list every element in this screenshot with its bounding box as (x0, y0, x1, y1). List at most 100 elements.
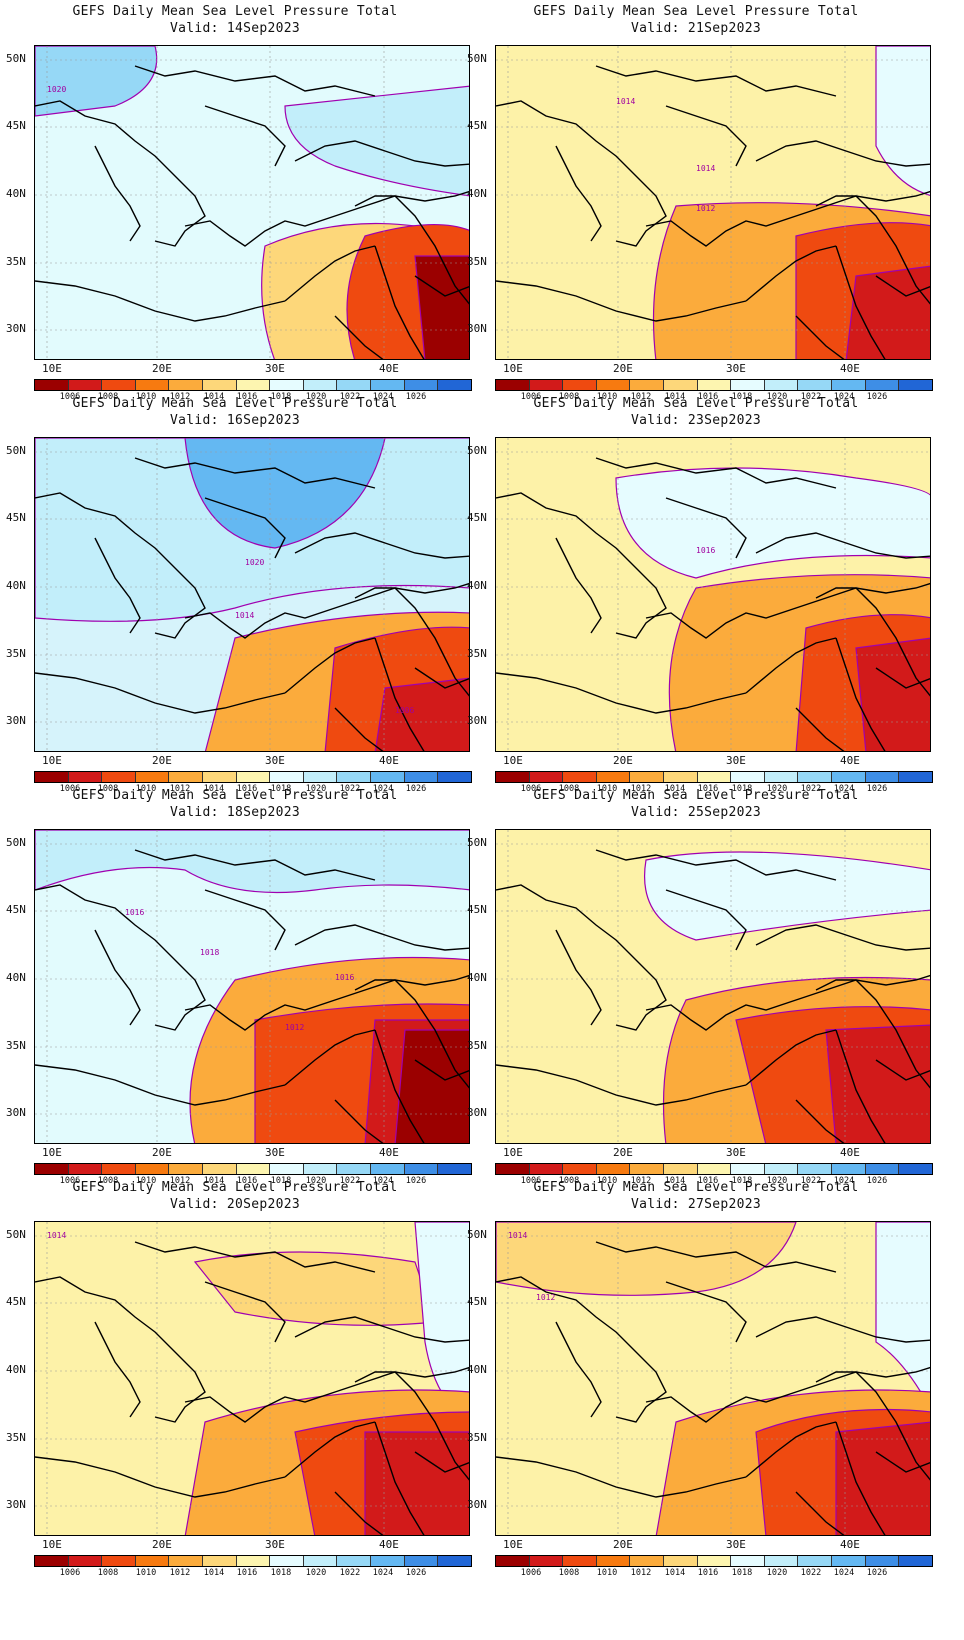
color-bar-swatch (697, 1164, 732, 1174)
pressure-map: 1014 1014 1012 (495, 45, 931, 360)
color-bar-swatch (169, 1164, 204, 1174)
contour-label: 1012 (285, 1023, 304, 1032)
latitude-label: 40N (6, 1363, 26, 1376)
color-bar-label: 1008 (97, 1176, 119, 1186)
panel-valid-date: Valid: 23Sep2023 (630, 413, 762, 428)
coastline (334, 1491, 384, 1535)
color-bar-label: 1020 (766, 1568, 788, 1578)
color-bar-swatch (303, 1164, 338, 1174)
panel-valid-date: Valid: 14Sep2023 (169, 21, 301, 36)
coastline (414, 275, 469, 297)
color-bar-label: 1014 (664, 392, 686, 402)
coastline (184, 974, 469, 1031)
coastline (496, 280, 747, 322)
coastline (835, 245, 886, 359)
latitude-label: 35N (6, 1039, 26, 1052)
color-bar-label: 1008 (558, 1568, 580, 1578)
pressure-map: 1016 (495, 437, 931, 752)
color-bar-swatch (35, 1556, 69, 1566)
panel-title: GEFS Daily Mean Sea Level Pressure Total (72, 788, 398, 803)
coastline (134, 1241, 376, 1273)
color-bar-swatch (337, 1556, 372, 1566)
color-bar-label: 1008 (97, 784, 119, 794)
longitude-label: 30E (265, 1538, 285, 1551)
color-bar-label: 1026 (405, 784, 427, 794)
longitude-label: 40E (840, 1538, 860, 1551)
panel-title: GEFS Daily Mean Sea Level Pressure Total (72, 396, 398, 411)
longitude-label: 30E (726, 1538, 746, 1551)
color-bar-swatch (438, 772, 471, 782)
longitude-label: 20E (613, 362, 633, 375)
coastline (555, 929, 602, 1026)
color-bar-label: 1016 (697, 784, 719, 794)
color-bar-swatch (664, 380, 698, 390)
coastline (795, 707, 845, 751)
coastline (204, 889, 286, 951)
color-bar-swatch (764, 1164, 799, 1174)
coastline (745, 245, 837, 302)
color-bar-label: 1020 (766, 392, 788, 402)
coastline (745, 1029, 837, 1086)
color-bar-swatch (35, 1164, 69, 1174)
color-bar-label: 1012 (630, 1568, 652, 1578)
latitude-label: 35N (467, 1431, 487, 1444)
latitude-label: 30N (467, 1106, 487, 1119)
color-bar-label: 1012 (169, 784, 191, 794)
color-bar-label: 1014 (203, 1568, 225, 1578)
color-bar-swatch (68, 1164, 103, 1174)
pressure-contour-region (184, 438, 386, 549)
color-bar-label: 1006 (520, 784, 542, 794)
pressure-map: 1016 1018 1016 1012 (34, 829, 470, 1144)
color-bar-label: 1016 (697, 392, 719, 402)
coastline (374, 637, 425, 751)
map-panel: GEFS Daily Mean Sea Level Pressure Total… (461, 0, 933, 402)
color-bar-swatch (630, 1556, 665, 1566)
coastline (595, 65, 837, 97)
pressure-contour-region (615, 467, 930, 579)
latitude-label: 40N (467, 1363, 487, 1376)
latitude-label: 50N (467, 52, 487, 65)
coastline (294, 924, 469, 951)
color-bar-swatch (35, 380, 69, 390)
color-bar-swatch (630, 380, 665, 390)
color-bar (495, 1163, 933, 1175)
color-bar-swatch (169, 380, 204, 390)
coastline (496, 100, 667, 247)
color-bar-label: 1024 (833, 1176, 855, 1186)
contour-label: 1012 (536, 1293, 555, 1302)
contour-label: 1012 (696, 204, 715, 213)
color-bar-label: 1024 (372, 1568, 394, 1578)
longitude-label: 30E (265, 1146, 285, 1159)
panel-valid-date: Valid: 21Sep2023 (630, 21, 762, 36)
coastline (134, 457, 376, 489)
latitude-label: 30N (6, 1106, 26, 1119)
coastline (134, 849, 376, 881)
color-bar-label: 1018 (270, 392, 292, 402)
longitude-label: 40E (379, 362, 399, 375)
color-bar-swatch (664, 772, 698, 782)
longitude-label: 10E (503, 754, 523, 767)
coastline (414, 667, 469, 689)
color-bar-swatch (236, 1164, 271, 1174)
coastline (645, 974, 930, 1031)
coastline (815, 1371, 930, 1481)
longitude-label: 30E (726, 754, 746, 767)
coastline (815, 195, 930, 305)
coastline (284, 637, 376, 694)
latitude-label: 40N (467, 971, 487, 984)
color-bar-swatch (337, 380, 372, 390)
panel-title: GEFS Daily Mean Sea Level Pressure Total (533, 396, 859, 411)
longitude-label: 10E (503, 1146, 523, 1159)
color-bar-label: 1018 (731, 784, 753, 794)
color-bar-swatch (832, 772, 866, 782)
color-bar-swatch (102, 1164, 136, 1174)
color-bar-swatch (899, 772, 932, 782)
latitude-label: 40N (467, 579, 487, 592)
coastline (414, 1451, 469, 1473)
pressure-contour-region (644, 851, 930, 941)
coastline (755, 532, 930, 559)
color-bar-swatch (135, 1556, 170, 1566)
longitude-label: 30E (265, 362, 285, 375)
color-bar-swatch (764, 1556, 799, 1566)
longitude-label: 10E (42, 1146, 62, 1159)
